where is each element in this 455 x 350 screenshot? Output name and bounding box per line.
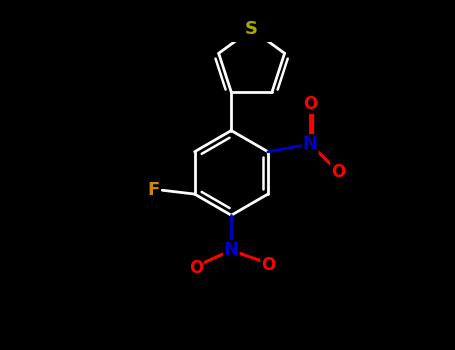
Text: O: O: [331, 163, 345, 181]
Text: N: N: [303, 135, 318, 153]
Text: O: O: [303, 95, 318, 113]
Text: F: F: [147, 181, 159, 199]
Text: N: N: [224, 241, 239, 259]
Text: O: O: [189, 259, 203, 276]
Text: O: O: [261, 256, 275, 274]
Text: S: S: [245, 20, 258, 38]
